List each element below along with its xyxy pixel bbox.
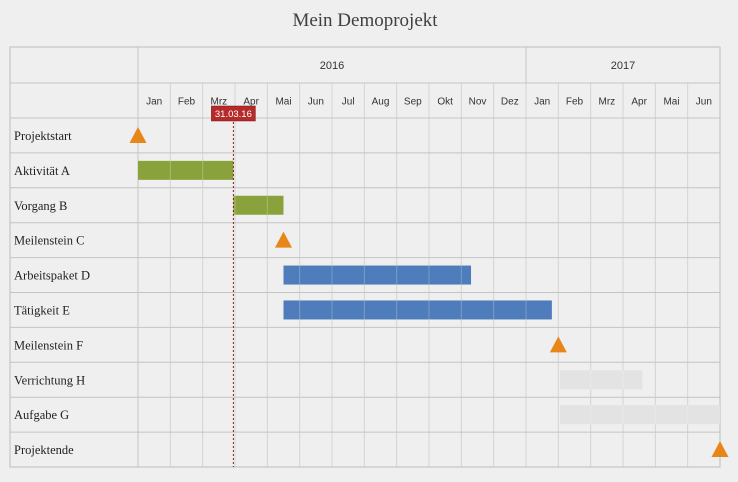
month-tick-label: Sep [404,97,422,108]
task-label: Verrichtung H [14,373,85,387]
task-label: Projektstart [14,129,72,143]
milestone-marker [549,336,567,353]
task-bar [283,300,552,320]
task-label: Meilenstein F [14,338,83,352]
month-tick-label: Feb [178,97,196,108]
month-tick-label: Mrz [598,97,615,108]
month-tick-label: Aug [372,97,390,108]
task-label: Aufgabe G [14,408,69,422]
month-tick-label: Mai [663,97,679,108]
timeline-header: 2016 2017 Jan Feb Mrz Apr Mai Jun Jul Aug Sep Okt No… [146,60,712,108]
month-tick-label: Apr [243,97,259,108]
year-label: 2016 [320,60,344,72]
task-marks [129,126,729,458]
month-tick-label: Jan [146,97,162,108]
month-tick-label: Mrz [210,97,227,108]
month-tick-label: Jun [696,97,712,108]
task-label: Arbeitspaket D [14,269,90,283]
today-badge [211,105,256,122]
task-label: Tätigkeit E [14,303,70,317]
chart-frame [9,46,721,468]
month-tick-label: Dez [501,97,519,108]
milestone-marker [711,441,729,458]
chart-title: Mein Demoprojekt [292,10,438,31]
month-tick-label: Apr [631,97,647,108]
today-marker: 31.03.16 [211,105,256,467]
milestone-marker [129,126,147,143]
task-bar [233,195,284,215]
task-label: Vorgang B [14,199,67,213]
grid-layer [9,46,721,468]
month-tick-label: Mai [275,97,291,108]
month-tick-label: Nov [469,97,487,108]
task-rows: Projektstart Aktivität A Vorgang B Meilenst… [14,129,90,457]
month-tick-label: Jul [342,97,355,108]
year-label: 2017 [611,60,635,72]
plot-background [10,47,720,467]
task-bar [283,265,472,285]
month-tick-label: Jun [308,97,324,108]
task-bar [559,405,720,425]
milestone-marker [275,231,292,248]
task-label: Projektende [14,443,74,457]
month-tick-label: Jan [534,97,550,108]
task-bar [138,160,234,180]
month-tick-label: Feb [566,97,584,108]
task-label: Aktivität A [14,164,70,178]
today-label: 31.03.16 [215,109,252,120]
month-tick-label: Okt [437,97,453,108]
task-bar [559,370,643,390]
task-label: Meilenstein C [14,234,84,248]
